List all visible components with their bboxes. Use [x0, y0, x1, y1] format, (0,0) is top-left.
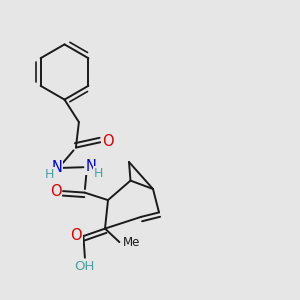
- Text: N: N: [51, 160, 62, 175]
- Text: H: H: [94, 167, 103, 180]
- Text: Me: Me: [123, 236, 140, 249]
- Text: H: H: [45, 168, 54, 181]
- Text: O: O: [50, 184, 61, 199]
- Text: N: N: [86, 159, 97, 174]
- Text: O: O: [70, 228, 82, 243]
- Text: OH: OH: [75, 260, 95, 273]
- Text: O: O: [102, 134, 113, 149]
